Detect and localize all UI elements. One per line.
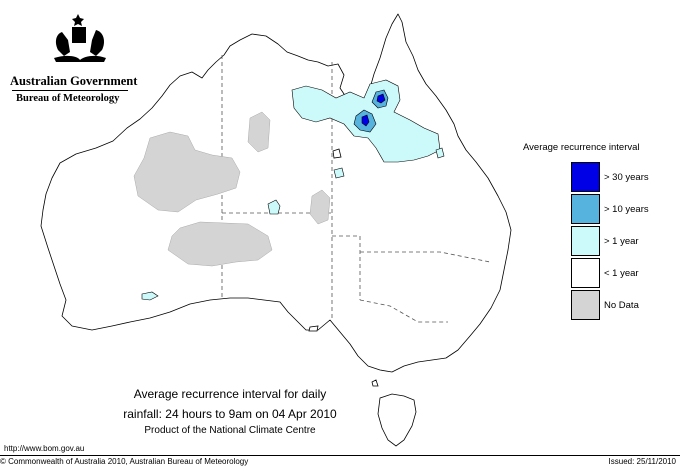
government-title: Australian Government bbox=[10, 74, 138, 88]
recurrence-over-30-years bbox=[361, 93, 386, 127]
island bbox=[371, 379, 379, 387]
legend-swatch bbox=[571, 162, 600, 192]
caption-line-1: Average recurrence interval for daily bbox=[133, 387, 327, 401]
no-data-regions bbox=[133, 111, 331, 267]
map-caption: Average recurrence interval for daily ra… bbox=[95, 384, 365, 438]
legend-swatch bbox=[571, 226, 600, 256]
legend-label: < 1 year bbox=[604, 268, 639, 279]
tasmania-outline bbox=[377, 393, 417, 447]
legend-item-no-data: No Data bbox=[571, 290, 680, 320]
legend-item-over-30-years: > 30 years bbox=[571, 162, 680, 192]
legend-title: Average recurrence interval bbox=[523, 142, 640, 153]
footer-divider bbox=[0, 455, 680, 456]
coat-of-arms-icon bbox=[54, 14, 106, 62]
caption-line-2: rainfall: 24 hours to 9am on 04 Apr 2010 bbox=[123, 407, 337, 421]
legend-swatch bbox=[571, 258, 600, 288]
island bbox=[332, 148, 342, 159]
island bbox=[308, 325, 319, 332]
website-link[interactable]: http://www.bom.gov.au bbox=[4, 444, 85, 453]
copyright-text: © Commonwealth of Australia 2010, Austra… bbox=[0, 457, 249, 466]
legend-swatch bbox=[571, 194, 600, 224]
legend-item-over-10-years: > 10 years bbox=[571, 194, 680, 224]
legend-label: > 10 years bbox=[604, 204, 649, 215]
caption-line-3: Product of the National Climate Centre bbox=[144, 425, 316, 436]
legend-swatch bbox=[571, 290, 600, 320]
header-divider bbox=[12, 90, 128, 91]
issued-date: Issued: 25/11/2010 bbox=[608, 457, 676, 466]
legend-item-over-1-year: > 1 year bbox=[571, 226, 680, 256]
legend-item-under-1-year: < 1 year bbox=[571, 258, 680, 288]
legend-label: No Data bbox=[604, 300, 639, 311]
mainland-outline bbox=[40, 13, 512, 373]
legend-label: > 1 year bbox=[604, 236, 639, 247]
legend-label: > 30 years bbox=[604, 172, 649, 183]
bureau-title: Bureau of Meteorology bbox=[16, 93, 120, 104]
